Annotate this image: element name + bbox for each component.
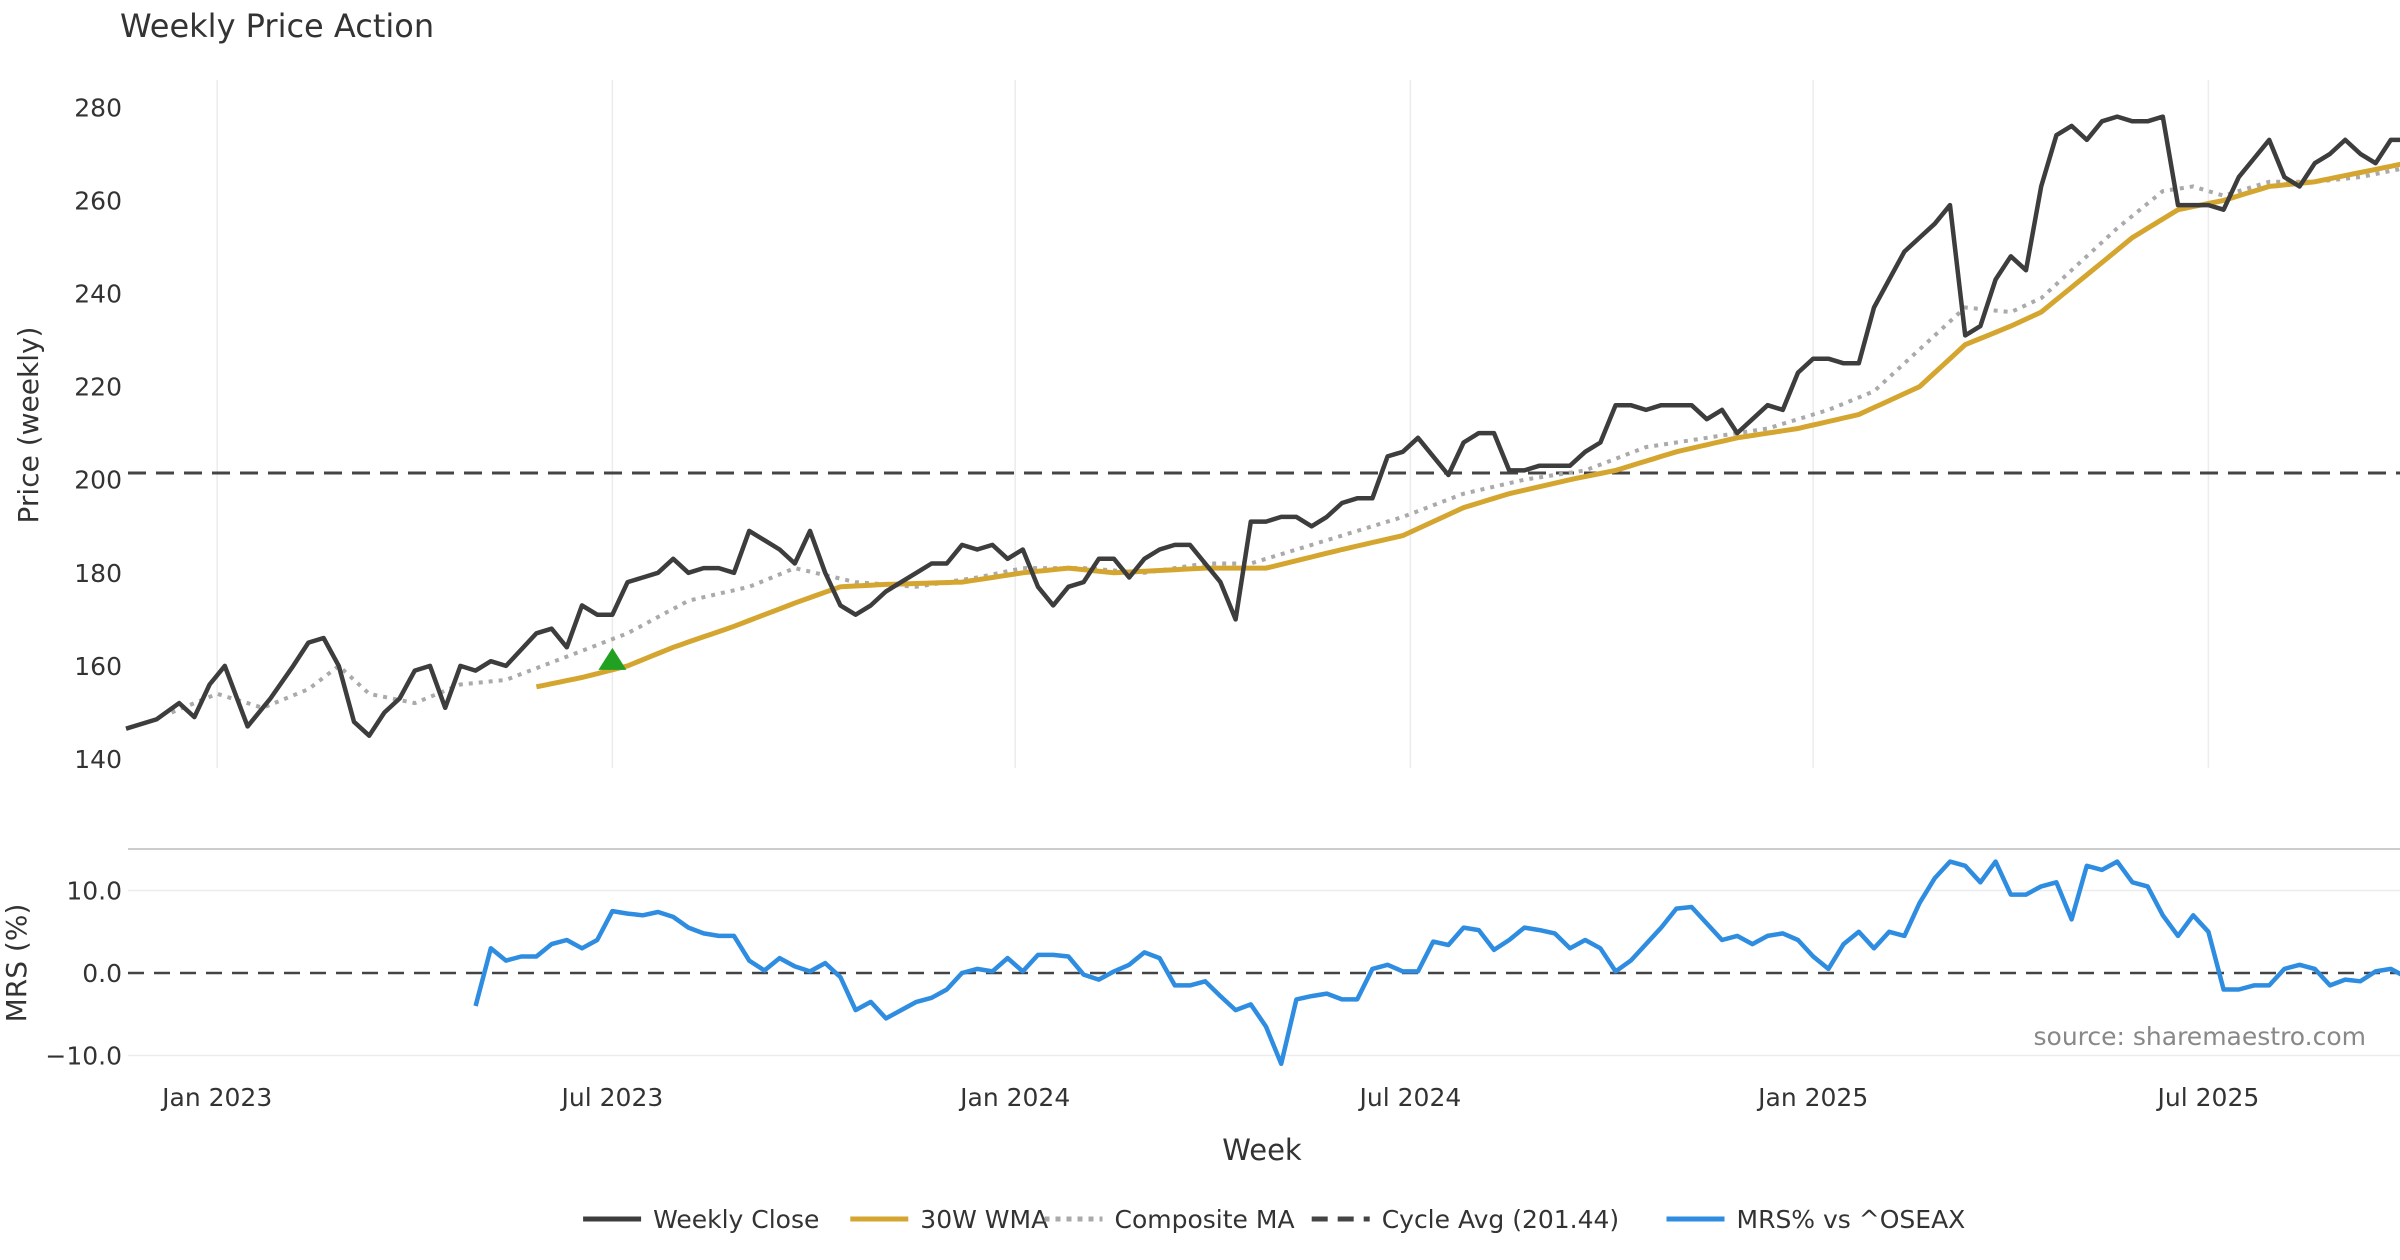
wma30-line [535,161,2400,690]
weekly-close-line [125,114,2400,738]
legend-item: 30W WMA [850,1205,1048,1234]
legend-item: Cycle Avg (201.44) [1311,1205,1620,1234]
legend-item: Weekly Close [583,1205,819,1234]
price-ytick-label: 200 [74,466,122,495]
price-ytick-label: 260 [74,186,122,215]
buy-signal-marker [598,647,627,670]
legend-label: 30W WMA [920,1205,1048,1234]
mrs-y-ticks: 10.0 0.0 −10.0 [45,877,122,1071]
price-ytick-label: 220 [74,373,122,402]
x-ticks: Jan 2023 Jul 2023 Jan 2024 Jul 2024 Jan 2025… [160,1083,2259,1112]
mrs-ytick-label: 10.0 [66,877,122,906]
x-tick-label: Jul 2024 [1358,1083,1462,1112]
x-tick-label: Jan 2024 [958,1083,1070,1112]
mrs-line [473,859,2400,1067]
mrs-gridlines [128,889,2400,1057]
chart-title: Weekly Price Action [120,7,434,45]
x-axis-label: Week [1222,1133,1302,1167]
legend-label: Composite MA [1115,1205,1295,1234]
x-tick-label: Jul 2023 [560,1083,664,1112]
price-y-ticks: 140 160 180 200 220 240 260 280 [74,93,122,774]
legend-label: MRS% vs ^OSEAX [1737,1205,1966,1234]
mrs-ytick-label: 0.0 [82,959,122,988]
composite-ma-line [170,167,2400,715]
mrs-ytick-label: −10.0 [45,1042,122,1071]
source-annotation: source: sharemaestro.com [2034,1022,2367,1051]
mrs-y-axis-label: MRS (%) [0,904,33,1023]
legend-label: Cycle Avg (201.44) [1382,1205,1620,1234]
legend-item: Composite MA [1044,1205,1295,1234]
price-ytick-label: 140 [74,745,122,774]
price-ytick-label: 180 [74,559,122,588]
legend-item: MRS% vs ^OSEAX [1666,1205,1966,1234]
price-gridlines [216,80,2210,768]
x-tick-label: Jul 2025 [2156,1083,2260,1112]
price-ytick-label: 160 [74,652,122,681]
price-ytick-label: 240 [74,280,122,309]
x-tick-label: Jan 2025 [1756,1083,1868,1112]
price-y-axis-label: Price (weekly) [12,327,45,524]
legend: Weekly Close 30W WMA Composite MA Cycle Avg… [583,1205,1965,1234]
legend-label: Weekly Close [653,1205,819,1234]
price-ytick-label: 280 [74,93,122,122]
x-tick-label: Jan 2023 [160,1083,272,1112]
